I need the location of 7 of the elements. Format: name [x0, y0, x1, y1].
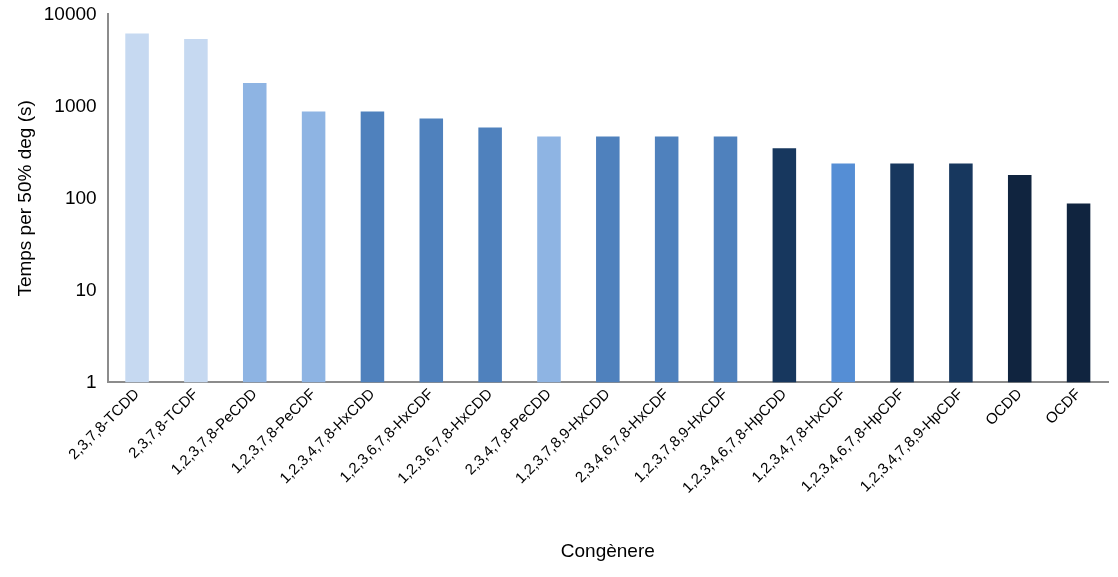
y-tick-label: 10000	[43, 2, 97, 24]
y-tick-label: 1000	[54, 94, 97, 116]
y-tick-label: 100	[64, 186, 97, 208]
y-axis-title: Temps per 50% deg (s)	[13, 100, 35, 297]
y-tick-label: 1	[86, 370, 97, 392]
y-tick-label: 10	[75, 278, 97, 300]
x-axis-title: Congènere	[560, 539, 655, 561]
